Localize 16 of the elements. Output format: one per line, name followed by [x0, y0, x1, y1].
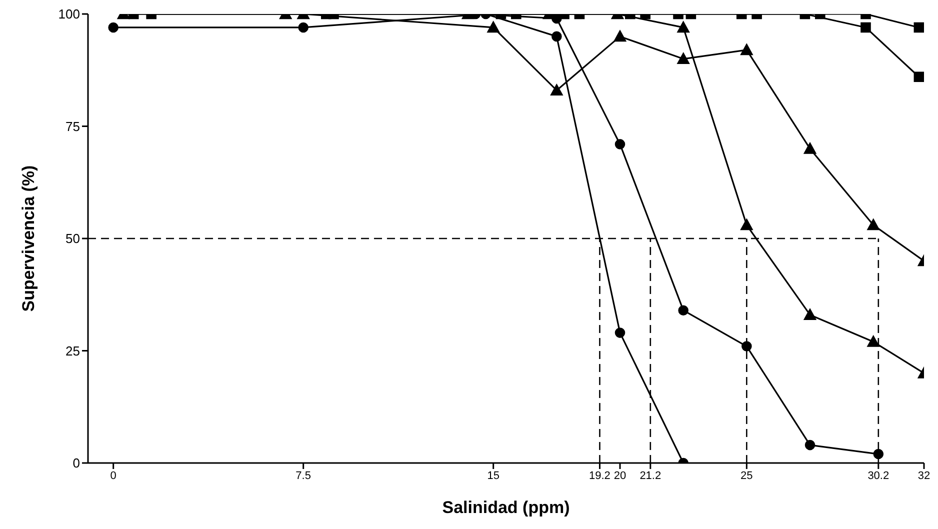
x-tick-label: 30.2: [868, 470, 890, 482]
x-tick-label: 32: [918, 470, 930, 482]
x-tick-label: 0: [110, 470, 116, 482]
x-tick-label: 25: [740, 470, 753, 482]
x-tick-label: 19.2: [589, 470, 610, 482]
x-tick-label: 20: [614, 470, 626, 482]
x-axis-title: Salinidad (ppm): [442, 498, 570, 517]
y-axis-title: Supervivencia (%): [19, 165, 38, 312]
y-tick-label: 75: [66, 118, 80, 134]
x-tick-label: 15: [487, 470, 500, 482]
y-tick-label: 0: [72, 456, 80, 471]
x-tick-label: 7.5: [296, 470, 311, 482]
y-tick-label: 100: [58, 6, 80, 22]
y-tick-label: 25: [66, 343, 80, 358]
x-tick-label: 21.2: [640, 470, 662, 482]
y-tick-label: 50: [66, 231, 80, 246]
